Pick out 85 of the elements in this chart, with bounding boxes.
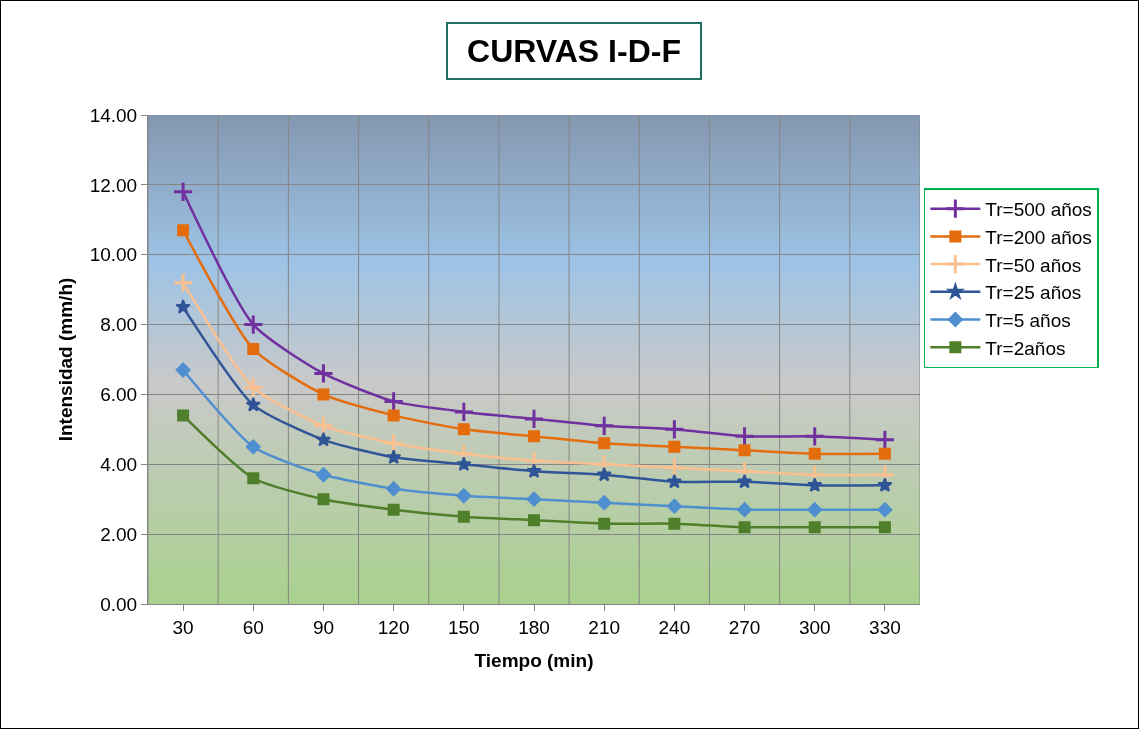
point	[807, 502, 823, 518]
point	[317, 493, 330, 506]
y-tick-label: 2.00	[100, 523, 138, 545]
point	[456, 456, 472, 471]
y-tick-label: 10.00	[89, 244, 138, 266]
y-tick-label: 6.00	[100, 384, 138, 406]
point	[666, 473, 683, 489]
legend-label: Tr=5 años	[985, 309, 1071, 331]
point	[596, 466, 612, 482]
point	[177, 224, 190, 237]
point	[804, 425, 826, 447]
point	[668, 440, 681, 453]
point	[666, 498, 682, 514]
point	[245, 439, 261, 455]
point	[175, 299, 191, 314]
point	[526, 463, 542, 478]
point	[317, 388, 330, 401]
point	[598, 517, 611, 530]
point	[245, 396, 261, 412]
point	[598, 437, 611, 450]
point	[807, 477, 823, 492]
point	[456, 488, 472, 504]
y-tick-label: 14.00	[89, 104, 138, 126]
point	[878, 521, 891, 534]
legend-label: Tr=50 años	[985, 254, 1082, 276]
point	[387, 409, 400, 422]
point	[738, 444, 751, 457]
point	[386, 481, 402, 497]
point	[738, 521, 751, 534]
x-tick-label: 150	[447, 616, 480, 638]
point	[877, 477, 893, 492]
x-tick-label: 120	[377, 616, 410, 638]
x-tick-label: 30	[172, 616, 194, 638]
point	[242, 313, 264, 336]
legend-label: Tr=2años	[985, 337, 1066, 359]
point	[737, 502, 753, 518]
legend-label: Tr=200 años	[985, 226, 1092, 248]
point	[385, 449, 402, 464]
point	[668, 517, 681, 530]
point	[874, 429, 896, 451]
point	[453, 401, 475, 423]
point	[808, 447, 821, 460]
x-tick-label: 60	[242, 616, 264, 638]
y-tick-label: 12.00	[89, 174, 138, 196]
y-axis-title: Intensidad (mm/h)	[54, 277, 76, 442]
point	[457, 510, 470, 523]
point	[808, 521, 821, 534]
point	[387, 503, 400, 516]
x-tick-label: 330	[869, 616, 901, 638]
point	[736, 473, 753, 489]
point	[528, 430, 540, 443]
point	[315, 467, 331, 483]
point	[528, 514, 540, 527]
point	[878, 447, 891, 460]
x-axis-title: Tiempo (min)	[474, 649, 594, 671]
point	[172, 181, 194, 203]
point	[383, 432, 405, 454]
point	[457, 423, 470, 436]
x-tick-label: 210	[588, 616, 621, 638]
y-tick-label: 4.00	[100, 453, 138, 475]
x-tick-label: 90	[312, 616, 335, 638]
point	[593, 415, 615, 437]
point	[523, 408, 545, 430]
point	[177, 409, 190, 422]
x-tick-label: 270	[728, 616, 761, 638]
x-tick-label: 240	[658, 616, 691, 638]
legend-label: Tr=25 años	[985, 282, 1082, 304]
legend-label: Tr=500 años	[985, 199, 1092, 221]
point	[247, 472, 260, 485]
point	[877, 502, 893, 518]
point	[175, 362, 191, 378]
x-tick-label: 300	[798, 616, 831, 638]
point	[172, 272, 194, 294]
point	[315, 431, 332, 447]
x-tick-label: 180	[518, 616, 550, 638]
y-tick-label: 8.00	[100, 314, 138, 336]
point	[242, 376, 264, 399]
point	[663, 418, 685, 440]
point	[596, 495, 612, 511]
point	[312, 362, 335, 385]
chart-title: CURVAS I-D-F	[446, 22, 702, 80]
y-tick-label: 0.00	[100, 593, 138, 615]
point	[526, 491, 542, 507]
point	[733, 425, 756, 447]
point	[247, 343, 260, 356]
